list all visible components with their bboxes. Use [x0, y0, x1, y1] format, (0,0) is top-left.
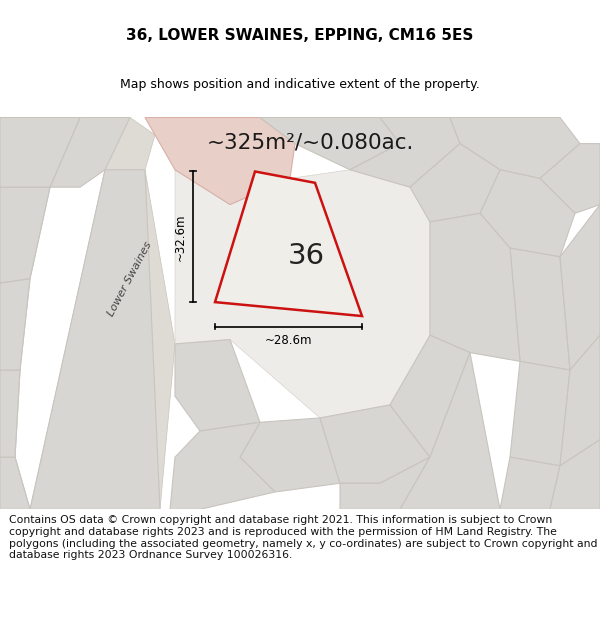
Polygon shape	[0, 118, 80, 187]
Polygon shape	[430, 213, 520, 361]
Polygon shape	[0, 279, 30, 370]
Polygon shape	[50, 118, 130, 187]
Polygon shape	[0, 279, 30, 370]
Text: Lower Swaines: Lower Swaines	[106, 239, 154, 318]
Polygon shape	[560, 204, 600, 370]
Polygon shape	[0, 370, 20, 457]
Polygon shape	[320, 405, 430, 483]
Polygon shape	[400, 352, 500, 509]
Polygon shape	[500, 457, 560, 509]
Polygon shape	[550, 440, 600, 509]
Polygon shape	[560, 335, 600, 466]
Text: 36, LOWER SWAINES, EPPING, CM16 5ES: 36, LOWER SWAINES, EPPING, CM16 5ES	[127, 28, 473, 43]
Polygon shape	[0, 118, 80, 187]
Polygon shape	[240, 418, 340, 492]
Text: Contains OS data © Crown copyright and database right 2021. This information is : Contains OS data © Crown copyright and d…	[9, 515, 598, 560]
Polygon shape	[170, 422, 275, 509]
Polygon shape	[0, 457, 30, 509]
Polygon shape	[0, 187, 50, 283]
Polygon shape	[145, 118, 295, 204]
Text: 36: 36	[288, 242, 325, 270]
Polygon shape	[0, 457, 30, 509]
Polygon shape	[215, 171, 362, 316]
Polygon shape	[410, 144, 500, 222]
Polygon shape	[510, 361, 570, 466]
Text: ~325m²/~0.080ac.: ~325m²/~0.080ac.	[206, 132, 413, 152]
Polygon shape	[175, 339, 260, 431]
Polygon shape	[350, 118, 460, 187]
Polygon shape	[30, 118, 175, 509]
Text: Map shows position and indicative extent of the property.: Map shows position and indicative extent…	[120, 78, 480, 91]
Polygon shape	[260, 118, 400, 170]
Polygon shape	[540, 144, 600, 213]
Text: ~28.6m: ~28.6m	[265, 334, 312, 347]
Polygon shape	[0, 187, 50, 283]
Polygon shape	[0, 370, 20, 457]
Polygon shape	[30, 170, 160, 509]
Polygon shape	[450, 118, 580, 179]
Text: ~32.6m: ~32.6m	[173, 213, 187, 261]
Polygon shape	[480, 170, 575, 257]
Polygon shape	[510, 248, 570, 370]
Polygon shape	[390, 335, 470, 457]
Polygon shape	[175, 170, 430, 418]
Polygon shape	[340, 457, 430, 509]
